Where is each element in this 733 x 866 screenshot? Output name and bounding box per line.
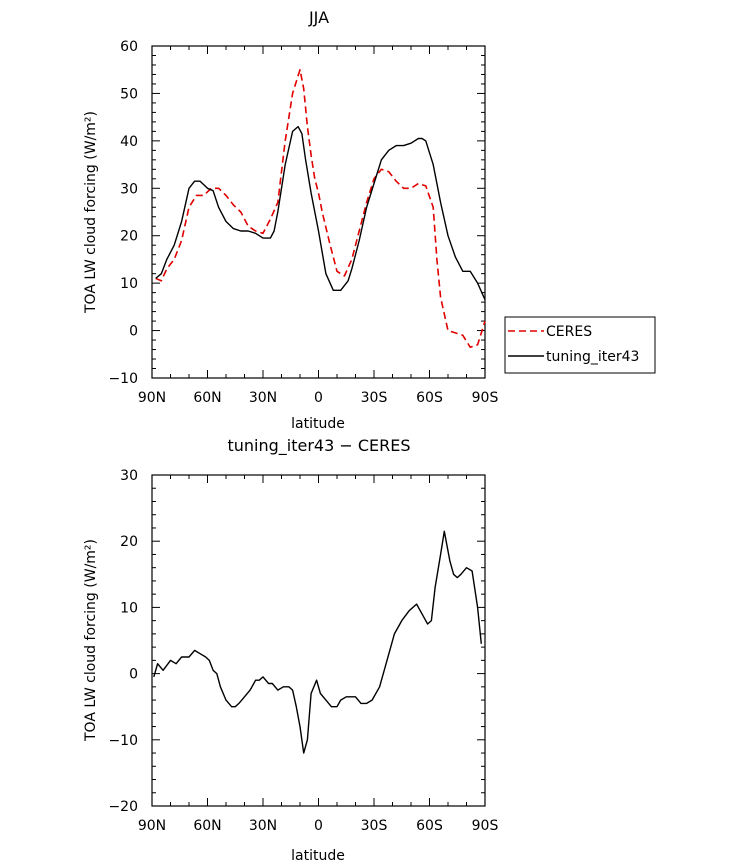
bottom-panel: tuning_iter43 − CERES 90N 60N 30N 0 30S 60S 90… [83, 436, 498, 864]
bottom-x-axis-title: latitude [291, 848, 345, 864]
legend-label-tuning: tuning_iter43 [546, 349, 639, 365]
top-y-axis-title: TOA LW cloud forcing (W/m²) [83, 111, 99, 314]
bottom-y-tick-labels: −20 −10 0 10 20 30 [108, 468, 138, 815]
top-x-tick-label: 90S [472, 390, 499, 406]
top-x-tick-label: 60S [416, 390, 443, 406]
bottom-series-line-difference [153, 530, 482, 754]
top-x-tick-label: 0 [314, 390, 323, 406]
bottom-series-lines [153, 530, 482, 754]
top-x-tick-label: 60N [193, 390, 221, 406]
bottom-x-tick-label: 30N [249, 818, 277, 834]
bottom-x-tick-label: 60N [193, 818, 221, 834]
bottom-axis-ticks [151, 474, 486, 807]
bottom-y-tick-label: 10 [120, 600, 138, 616]
bottom-y-tick-label: −20 [108, 799, 138, 815]
bottom-y-tick-label: 20 [120, 534, 138, 550]
bottom-y-tick-label: 0 [129, 667, 138, 683]
bottom-x-tick-label: 90N [138, 818, 166, 834]
bottom-x-tick-labels: 90N 60N 30N 0 30S 60S 90S [138, 818, 499, 834]
top-y-tick-label: 60 [120, 39, 138, 55]
top-y-tick-label: 40 [120, 134, 138, 150]
top-x-tick-label: 30N [249, 390, 277, 406]
top-y-tick-label: 20 [120, 229, 138, 245]
legend-label-ceres: CERES [546, 324, 592, 340]
top-x-axis-title: latitude [291, 416, 345, 432]
bottom-plot-frame [151, 474, 486, 807]
top-chart-title: JJA [308, 8, 329, 27]
bottom-x-tick-label: 90S [472, 818, 499, 834]
top-series-lines [155, 68, 486, 349]
top-series-line-tuning-iter43 [155, 125, 486, 300]
bottom-x-tick-label: 0 [314, 818, 323, 834]
top-panel: JJA 90N 60N 30N 0 30S 60S 90S −10 0 10 20 30 40 50 60… [83, 8, 498, 432]
top-x-tick-label: 30S [361, 390, 388, 406]
top-x-tick-labels: 90N 60N 30N 0 30S 60S 90S [138, 390, 499, 406]
top-y-tick-label: −10 [108, 371, 138, 387]
bottom-y-axis-title: TOA LW cloud forcing (W/m²) [83, 539, 99, 742]
top-x-tick-label: 90N [138, 390, 166, 406]
top-y-tick-label: 0 [129, 324, 138, 340]
legend-box [504, 316, 656, 374]
bottom-x-tick-label: 60S [416, 818, 443, 834]
bottom-y-tick-label: 30 [120, 468, 138, 484]
top-y-tick-labels: −10 0 10 20 30 40 50 60 [108, 39, 138, 387]
legend: CERES tuning_iter43 [504, 316, 656, 374]
top-y-tick-label: 50 [120, 86, 138, 102]
top-axis-ticks [151, 45, 486, 379]
top-y-tick-label: 30 [120, 181, 138, 197]
bottom-x-tick-label: 30S [361, 818, 388, 834]
bottom-chart-title: tuning_iter43 − CERES [227, 436, 410, 456]
top-y-tick-label: 10 [120, 276, 138, 292]
top-plot-frame [151, 45, 486, 379]
top-series-line-ceres [155, 68, 486, 349]
bottom-y-tick-label: −10 [108, 733, 138, 749]
